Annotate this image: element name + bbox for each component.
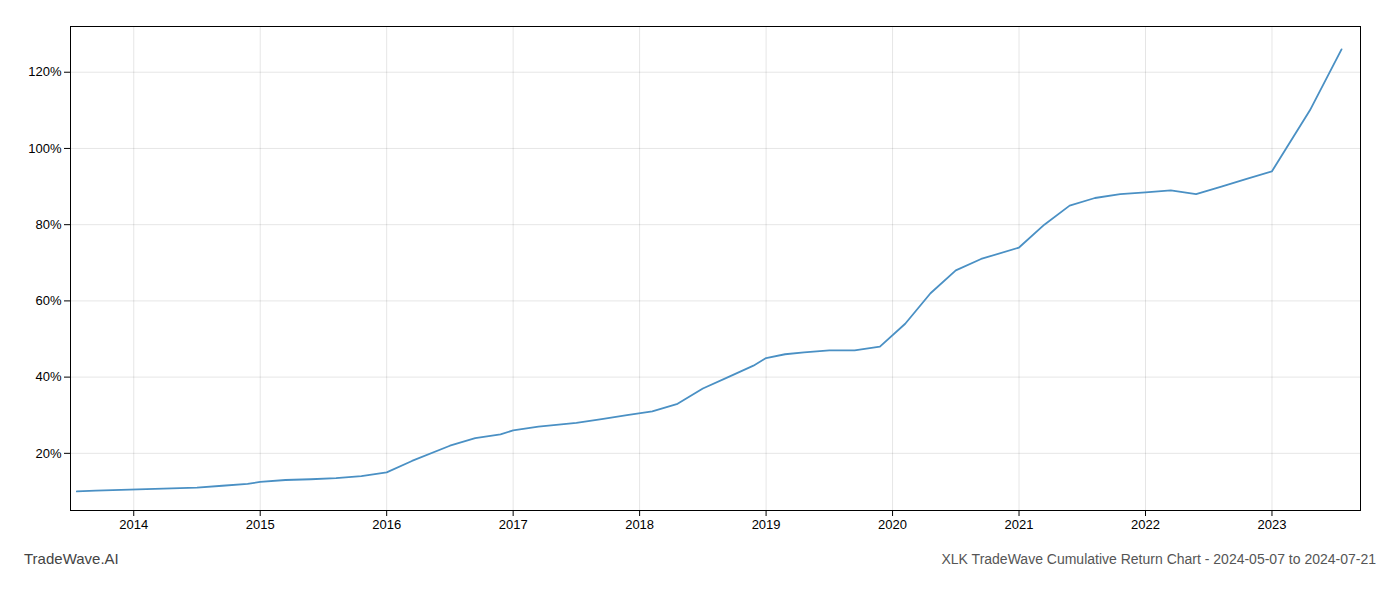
- svg-text:60%: 60%: [35, 293, 61, 308]
- svg-text:2019: 2019: [752, 517, 781, 532]
- svg-text:2021: 2021: [1005, 517, 1034, 532]
- svg-text:2023: 2023: [1258, 517, 1287, 532]
- html-text:XLK TradeWave Cumulative Retur: XLK TradeWave Cumulative Return Chart - …: [941, 551, 1376, 567]
- svg-text:2017: 2017: [499, 517, 528, 532]
- svg-text:2022: 2022: [1131, 517, 1160, 532]
- svg-text:2016: 2016: [372, 517, 401, 532]
- svg-text:2015: 2015: [246, 517, 275, 532]
- svg-text:40%: 40%: [35, 369, 61, 384]
- svg-text:80%: 80%: [35, 217, 61, 232]
- svg-text:2014: 2014: [119, 517, 148, 532]
- svg-text:100%: 100%: [28, 141, 62, 156]
- svg-text:2018: 2018: [625, 517, 654, 532]
- svg-text:120%: 120%: [28, 64, 62, 79]
- svg-text:2020: 2020: [878, 517, 907, 532]
- svg-text:20%: 20%: [35, 445, 61, 460]
- html-text:TradeWave.AI: TradeWave.AI: [24, 550, 119, 567]
